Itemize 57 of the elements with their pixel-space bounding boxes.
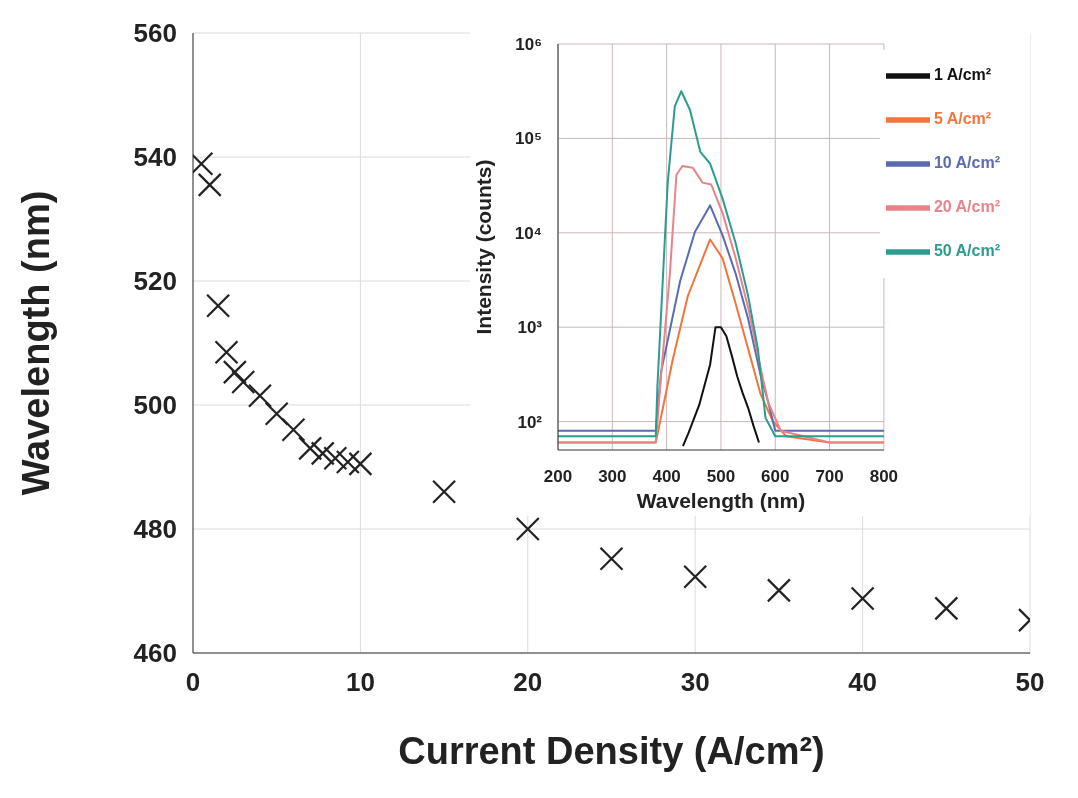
- point: [231, 369, 256, 395]
- x-tick-label: 400: [652, 467, 681, 487]
- line-series: [558, 165, 884, 444]
- y-tick-label: 10²: [517, 412, 543, 432]
- point: [683, 564, 708, 589]
- x-tick-label: 500: [706, 467, 736, 487]
- point: [197, 172, 222, 197]
- line-series: [558, 90, 884, 438]
- point: [298, 436, 323, 461]
- x-tick-label: 600: [761, 467, 790, 487]
- legend-label: 5 A/cm²: [933, 110, 992, 128]
- point: [247, 383, 273, 408]
- point: [515, 516, 540, 542]
- y-tick-label: 520: [133, 266, 177, 297]
- x-tick-label: 200: [543, 467, 573, 487]
- y-tick-label: 480: [133, 514, 177, 545]
- point: [264, 401, 289, 426]
- x-tick-label: 10: [345, 667, 375, 698]
- point: [766, 578, 791, 603]
- point: [206, 293, 231, 318]
- point: [934, 596, 959, 621]
- y-tick-label: 560: [133, 18, 177, 49]
- y-tick-label: 540: [133, 142, 177, 173]
- y-axis-title: Intensity (counts): [472, 159, 496, 335]
- x-tick-label: 0: [185, 667, 201, 698]
- legend-label: 50 A/cm²: [933, 242, 1000, 260]
- x-axis-title: Wavelength (nm): [636, 489, 806, 512]
- legend-label: 20 A/cm²: [933, 198, 1000, 216]
- y-tick-label: 500: [133, 390, 177, 421]
- point: [323, 446, 348, 471]
- y-tick-label: 10⁴: [514, 223, 542, 243]
- x-tick-label: 40: [848, 667, 878, 698]
- x-tick-label: 30: [680, 667, 710, 698]
- y-axis-title: Wavelength (nm): [15, 190, 58, 496]
- point: [310, 441, 335, 466]
- point: [214, 340, 239, 365]
- line-series: [681, 326, 760, 448]
- legend-label: 10 A/cm²: [933, 154, 1000, 172]
- legend-label: 1 A/cm²: [933, 66, 992, 84]
- point: [348, 451, 373, 476]
- point: [599, 546, 624, 571]
- line-series: [558, 204, 884, 432]
- point: [850, 586, 875, 611]
- x-tick-label: 20: [513, 667, 543, 698]
- y-tick-label: 10⁶: [515, 35, 542, 55]
- point: [432, 479, 457, 504]
- x-tick-label: 700: [815, 467, 844, 487]
- point: [335, 449, 360, 475]
- x-axis-title: Current Density (A/cm²): [398, 730, 825, 772]
- x-tick-label: 800: [869, 467, 899, 487]
- point: [281, 417, 306, 442]
- y-tick-label: 460: [133, 638, 177, 669]
- y-tick-label: 10³: [517, 318, 543, 338]
- x-tick-label: 300: [598, 467, 627, 487]
- x-tick-label: 50: [1015, 667, 1045, 698]
- y-tick-label: 10⁵: [515, 129, 542, 149]
- point: [222, 360, 247, 385]
